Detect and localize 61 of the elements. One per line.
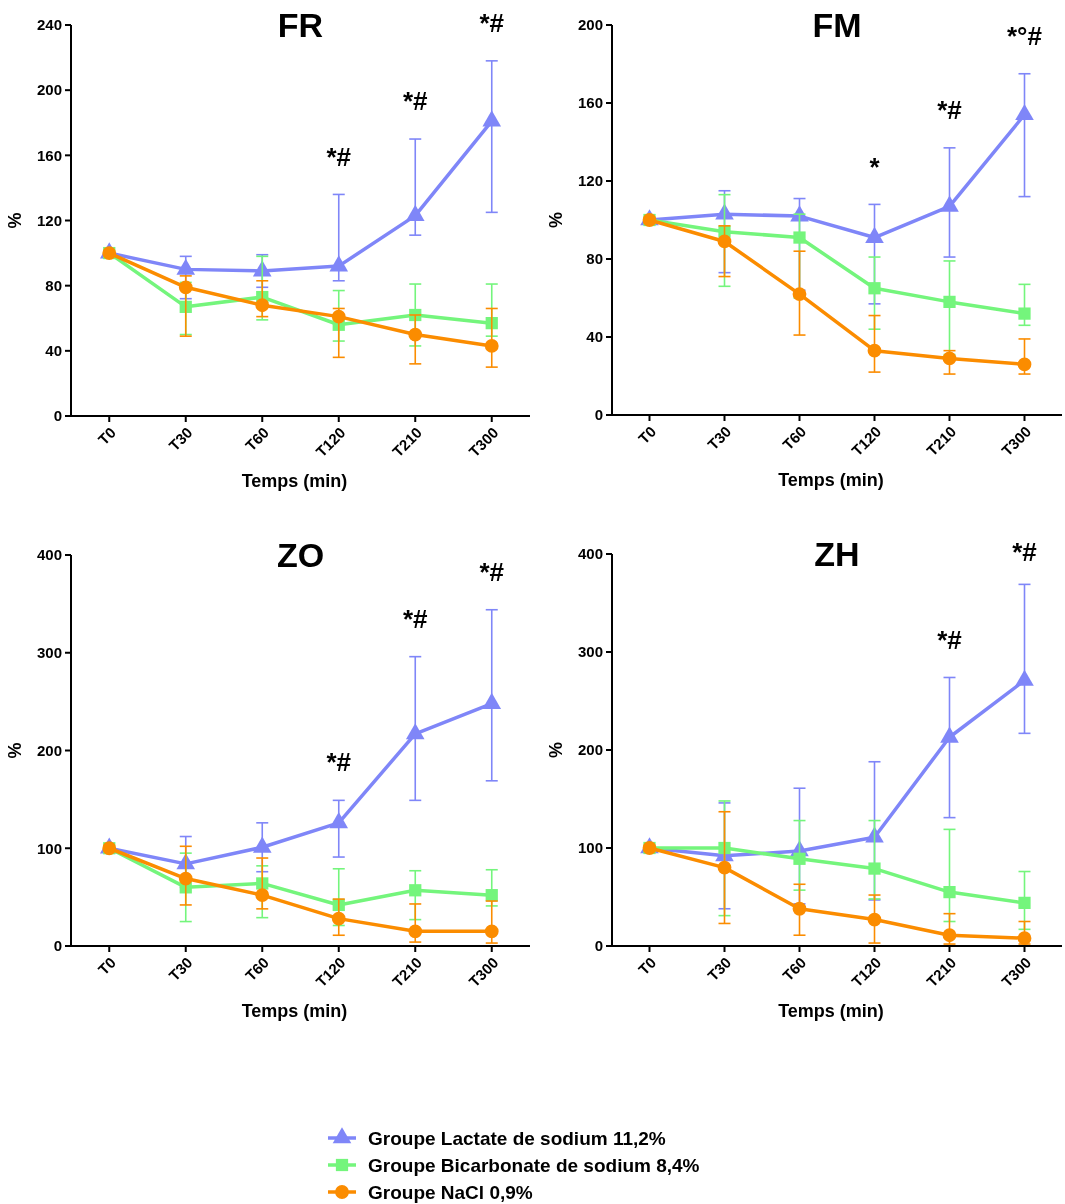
y-tick-label: 300 [577, 643, 603, 661]
y-tick-label: 120 [36, 211, 62, 229]
y-tick-label: 40 [45, 342, 62, 360]
annotation: *# [326, 747, 352, 778]
x-tick-label: T30 [165, 423, 196, 455]
y-tick-label: 0 [53, 937, 62, 955]
x-tick-label: T30 [704, 953, 735, 985]
y-tick-label: 400 [577, 545, 603, 563]
x-tick-label: T0 [634, 953, 660, 979]
x-axis-title: Temps (min) [241, 1001, 348, 1021]
y-tick-label: 160 [36, 146, 62, 164]
legend-label: Groupe NaCl 0,9% [368, 1181, 533, 1203]
y-tick-label: 160 [577, 94, 603, 112]
y-tick-label: 300 [36, 644, 62, 661]
y-tick-label: 400 [36, 546, 62, 564]
y-tick-label: 240 [36, 16, 62, 34]
x-tick-label: T60 [241, 423, 273, 455]
x-tick-label: T0 [94, 423, 120, 449]
annotation: *# [402, 603, 429, 634]
chart-title: FR [277, 6, 324, 44]
x-tick-label: T30 [165, 953, 196, 985]
y-axis-title: % [5, 212, 25, 229]
x-axis-title: Temps (min) [778, 1001, 884, 1021]
annotation: *# [479, 556, 505, 587]
y-tick-label: 0 [53, 407, 62, 425]
y-tick-label: 80 [45, 276, 62, 294]
y-tick-label: 0 [594, 406, 603, 424]
chart-title: FM [812, 6, 862, 44]
x-tick-label: T0 [94, 953, 120, 979]
annotation: *# [937, 624, 963, 655]
annotation: * [869, 151, 881, 182]
annotation: *# [1012, 537, 1038, 568]
x-tick-label: T60 [241, 953, 273, 985]
annotation: *# [479, 8, 505, 39]
annotation: *# [326, 141, 352, 172]
x-axis-title: Temps (min) [241, 471, 348, 491]
x-axis-title: Temps (min) [778, 470, 884, 490]
chart-title: ZH [814, 535, 860, 573]
y-tick-label: 200 [577, 741, 603, 759]
x-tick-label: T60 [779, 422, 810, 454]
y-tick-label: 200 [577, 16, 603, 34]
y-tick-label: 200 [36, 741, 62, 759]
legend-label: Groupe Bicarbonate de sodium 8,4% [368, 1154, 700, 1176]
y-tick-label: 0 [594, 937, 603, 955]
chart-title: ZO [276, 536, 325, 574]
y-tick-label: 100 [577, 839, 603, 857]
annotation: *°# [1007, 20, 1043, 51]
x-tick-label: T30 [704, 422, 735, 454]
y-axis-title: % [546, 211, 566, 229]
annotation: *# [402, 86, 429, 117]
legend-label: Groupe Lactate de sodium 11,2% [368, 1127, 666, 1149]
x-tick-label: T60 [779, 953, 810, 985]
y-tick-label: 40 [586, 328, 603, 346]
y-tick-label: 200 [36, 81, 62, 99]
y-tick-label: 80 [586, 250, 603, 268]
y-tick-label: 120 [577, 172, 603, 190]
y-tick-label: 100 [36, 839, 62, 857]
y-axis-title: % [5, 742, 25, 759]
annotation: *# [937, 94, 963, 125]
x-tick-label: T0 [634, 422, 660, 448]
y-axis-title: % [546, 741, 566, 759]
